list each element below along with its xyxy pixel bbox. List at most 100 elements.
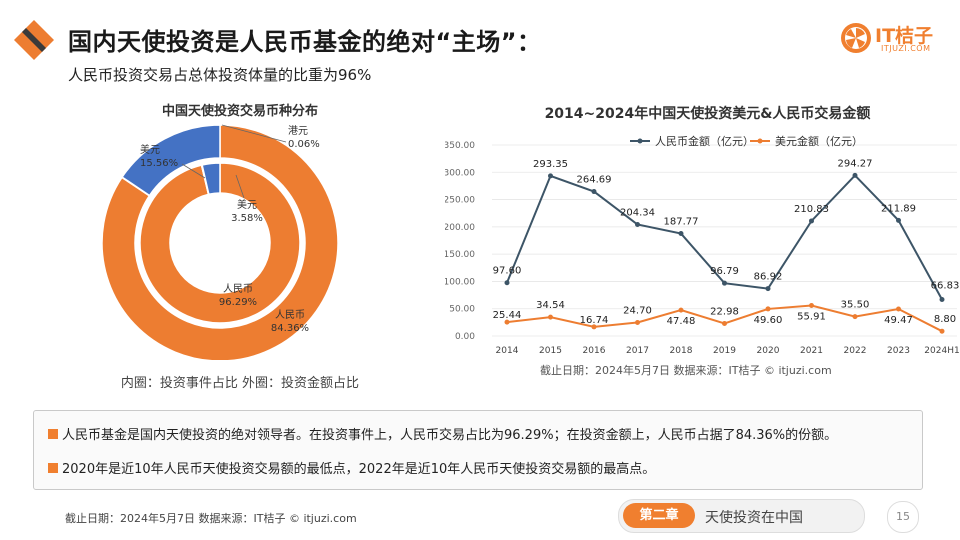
x-tick-label: 2023: [887, 346, 910, 356]
series-point-1: [939, 328, 945, 334]
summary-line-2: 2020年是近10年人民币天使投资交易额的最低点，2022年是近10年人民币天使…: [62, 462, 656, 477]
donut-label-inner-rmb: 人民币: [223, 283, 253, 295]
x-tick-label: 2020: [757, 346, 780, 356]
donut-chart-title: 中国天使投资交易币种分布: [161, 104, 318, 119]
series-point-0: [678, 231, 684, 237]
rmb-data-label: 187.77: [664, 217, 699, 228]
series-point-1: [591, 324, 597, 330]
series-point-0: [765, 286, 771, 292]
brand-name: IT桔子: [875, 25, 934, 47]
rmb-data-label: 96.79: [710, 266, 739, 277]
rmb-data-label: 97.60: [493, 266, 522, 277]
donut-label-outer-usd: 美元: [140, 143, 160, 156]
legend-label-1: 美元金额（亿元）: [775, 134, 863, 148]
donut-label-outer-rmb: 人民币: [275, 309, 305, 321]
donut-leader-line: [235, 174, 245, 199]
series-point-0: [852, 172, 858, 178]
series-point-1: [678, 307, 684, 313]
rmb-data-label: 210.83: [794, 204, 829, 215]
usd-data-label: 22.98: [710, 306, 739, 317]
x-tick-label: 2021: [800, 346, 823, 356]
series-point-1: [504, 319, 510, 325]
donut-slice-outer-1: [121, 124, 221, 197]
series-point-0: [896, 217, 901, 223]
diamond-logo-icon: [14, 20, 54, 60]
legend-marker-1: [757, 138, 763, 144]
y-tick-label: 200.00: [445, 223, 475, 233]
x-tick-label: 2014: [496, 346, 519, 356]
rmb-data-label: 211.89: [881, 203, 916, 214]
series-point-1: [852, 314, 858, 320]
donut-slice-inner-0: [139, 162, 301, 324]
donut-value-outer-rmb: 84.36%: [271, 323, 309, 334]
x-tick-label: 2015: [539, 346, 562, 356]
series-point-1: [722, 320, 727, 326]
rmb-data-label: 86.92: [754, 272, 783, 283]
legend-label-0: 人民币金额（亿元）: [655, 134, 754, 148]
usd-data-label: 16.74: [580, 315, 609, 326]
series-point-1: [635, 320, 640, 326]
series-point-1: [765, 306, 771, 312]
donut-value-inner-usd: 3.58%: [231, 213, 263, 224]
rmb-data-label: 204.34: [620, 207, 655, 218]
summary-box: 人民币基金是国内天使投资的绝对领导者。在投资事件上，人民币交易占比为96.29%…: [33, 410, 923, 490]
line-chart-source: 截止日期：2024年5月7日 数据来源：IT桔子 © itjuzi.com: [540, 364, 832, 377]
brand-url: ITJUZI.COM: [881, 44, 931, 53]
donut-slice-outer-0: [101, 124, 339, 360]
donut-value-inner-rmb: 96.29%: [219, 297, 257, 308]
y-tick-label: 350.00: [445, 141, 475, 151]
summary-bullet-icon: [48, 429, 58, 439]
chapter-tag: 第二章: [623, 503, 695, 528]
series-point-0: [809, 218, 814, 224]
summary-bullet-icon: [48, 463, 58, 473]
y-tick-label: 100.00: [445, 277, 475, 287]
y-tick-label: 50.00: [449, 305, 475, 315]
line-chart-title: 2014~2024年中国天使投资美元&人民币交易金额: [544, 106, 871, 122]
x-tick-label: 2024H1: [924, 346, 959, 356]
donut-value-outer-hkd: 0.06%: [288, 139, 320, 150]
series-point-1: [548, 314, 553, 320]
series-point-0: [591, 189, 597, 195]
rmb-data-label: 294.27: [838, 158, 873, 169]
donut-label-outer-hkd: 港元: [288, 125, 308, 137]
donut-leader-line: [221, 124, 287, 143]
footer-source: 截止日期：2024年5月7日 数据来源：IT桔子 © itjuzi.com: [65, 512, 357, 525]
usd-data-label: 55.91: [797, 311, 826, 322]
rmb-data-label: 293.35: [533, 159, 568, 170]
x-tick-label: 2017: [626, 346, 649, 356]
usd-data-label: 25.44: [493, 310, 522, 321]
donut-slice-inner-1: [201, 162, 221, 196]
usd-data-label: 34.54: [536, 300, 565, 311]
usd-data-label: 49.60: [754, 315, 783, 326]
usd-data-label: 49.47: [884, 315, 913, 326]
donut-leader-line: [181, 163, 206, 179]
usd-data-label: 47.48: [667, 316, 696, 327]
legend-marker-0: [637, 138, 643, 144]
usd-data-label: 8.80: [934, 314, 956, 325]
donut-value-outer-usd: 15.56%: [140, 158, 178, 169]
usd-data-label: 24.70: [623, 306, 652, 317]
donut-label-inner-usd: 美元: [237, 198, 257, 211]
series-point-0: [939, 297, 945, 303]
series-point-1: [809, 302, 814, 308]
summary-line-1: 人民币基金是国内天使投资的绝对领导者。在投资事件上，人民币交易占比为96.29%…: [62, 428, 838, 443]
chapter-name: 天使投资在中国: [705, 510, 803, 526]
x-tick-label: 2022: [844, 346, 867, 356]
series-point-0: [548, 173, 553, 179]
x-tick-label: 2018: [670, 346, 693, 356]
x-tick-label: 2019: [713, 346, 736, 356]
line-chart: 0.00 50.00 100.00 150.00 200.00 250.00 300.00 3…: [445, 134, 960, 356]
y-tick-label: 250.00: [445, 196, 475, 206]
page-title: 国内天使投资是人民币基金的绝对“主场”：: [68, 28, 542, 56]
page-number: 15: [887, 501, 919, 533]
y-tick-label: 300.00: [445, 168, 475, 178]
itjuzi-logo-icon: [841, 23, 871, 53]
page-subtitle: 人民币投资交易占总体投资体量的比重为96%: [68, 66, 372, 84]
series-point-1: [896, 306, 901, 312]
donut-chart-note: 内圈：投资事件占比 外圈：投资金额占比: [120, 376, 360, 391]
usd-data-label: 35.50: [841, 300, 870, 311]
donut-chart: 人民币 84.36% 美元 15.56% 港元 0.06% 人民币 96.29% 美元 3.58%: [101, 124, 339, 360]
series-point-0: [504, 280, 510, 286]
series-point-0: [722, 280, 727, 286]
rmb-data-label: 264.69: [577, 175, 612, 186]
